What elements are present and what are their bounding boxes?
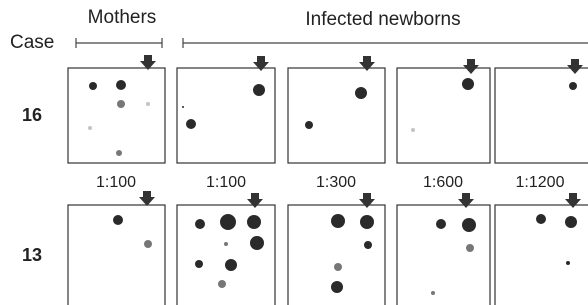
- dilution-label: 1:1200: [516, 174, 565, 191]
- dilution-label: 1:100: [96, 174, 136, 191]
- dilution-label: 1:600: [423, 174, 463, 191]
- dilution-label: 1:100: [206, 174, 246, 191]
- dilution-label: 1:300: [316, 174, 356, 191]
- case-label: Case: [10, 32, 54, 53]
- case-number: 13: [22, 245, 42, 265]
- newborns-label: Infected newborns: [305, 9, 460, 30]
- mothers-label: Mothers: [88, 7, 157, 28]
- case-number: 16: [22, 105, 42, 125]
- figure: Mothers Infected newborns Case 16 13: [0, 0, 588, 305]
- brackets: [76, 38, 588, 48]
- dilution-labels: 1:100 1:100 1:300 1:600 1:1200: [96, 174, 565, 191]
